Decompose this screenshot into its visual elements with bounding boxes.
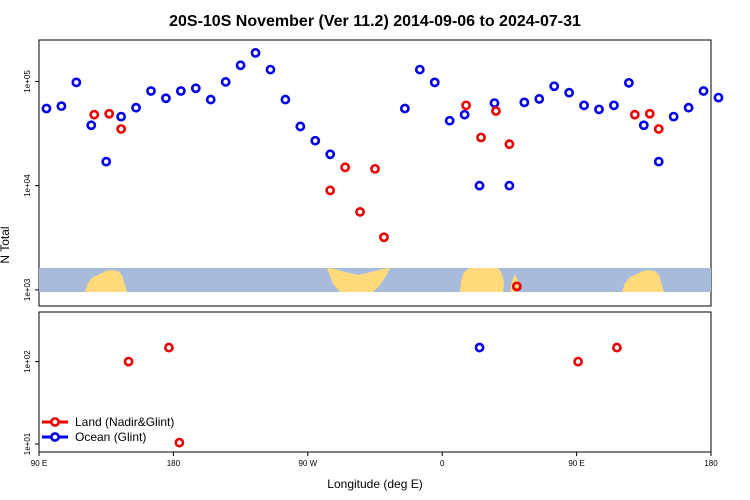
data-point [89,109,100,120]
data-point [131,102,141,113]
data-point [310,135,321,146]
points-lower [123,342,622,448]
x-tick-label: 180 [167,459,181,468]
data-point [594,104,604,115]
y-tick-label: 1e+03 [23,278,32,301]
x-tick-label: 90 E [31,459,47,468]
data-point [653,124,664,134]
data-point [101,156,112,167]
data-point [461,100,471,111]
data-point [429,77,440,88]
data-point [370,163,380,174]
data-point [474,180,485,191]
data-point [698,86,709,96]
x-tick-label: 90 E [568,459,584,468]
data-point [190,83,201,94]
data-point [638,120,649,131]
chart-title: 20S-10S November (Ver 11.2) 2014-09-06 t… [169,13,581,30]
data-point [174,437,185,448]
data-point [474,342,485,353]
data-point [280,94,291,105]
legend-label: Land (Nadir&Glint) [75,415,174,429]
map-land [85,268,664,292]
data-point [511,281,522,292]
data-point [116,111,127,122]
data-point [444,115,455,126]
data-point [534,94,545,104]
y-tick-label: 1e+04 [23,174,32,197]
data-point [220,77,231,87]
data-point [713,92,724,103]
upper-plot-frame [38,39,712,307]
data-point [623,77,634,88]
data-point [668,111,679,122]
data-point [71,77,82,88]
legend-marker [50,432,60,442]
legend: Land (Nadir&Glint)Ocean (Glint) [42,415,174,444]
data-point [579,100,589,111]
data-point [116,124,127,134]
data-point [653,156,664,167]
data-point [56,101,67,112]
x-tick-label: 180 [704,459,718,468]
data-point [86,120,97,131]
y-ticks-lower: 1e+01 1e+02 [23,350,39,455]
map-strip [39,268,711,292]
data-point [379,232,389,243]
lower-panel [38,311,712,453]
data-point [564,87,575,98]
points-upper [41,47,724,292]
land-shape [327,268,390,292]
data-point [549,81,560,92]
x-ticks: 90 E 180 90 W 0 90 E 180 [31,452,718,468]
land-shape [85,270,127,292]
land-shape [460,268,504,292]
data-point [573,356,583,367]
data-point [104,108,115,119]
y-tick-label: 1e+02 [23,350,32,373]
data-point [164,342,174,353]
data-point [644,108,655,119]
x-tick-label: 90 W [298,459,317,468]
data-point [504,180,515,191]
data-point [683,102,694,113]
lower-plot-frame [38,311,712,453]
data-point [250,47,261,58]
data-point [175,86,186,96]
land-shape [622,270,664,292]
data-point [325,149,336,160]
data-point [609,100,619,111]
data-point [629,109,640,120]
data-point [399,103,410,114]
data-point [355,207,365,217]
data-point [476,132,486,143]
data-point [146,86,156,96]
data-point [504,139,515,150]
data-point [459,109,470,120]
data-point [235,60,246,71]
data-point [265,64,276,75]
x-tick-label: 0 [440,459,445,468]
data-point [161,93,171,104]
data-point [123,356,134,367]
y-axis-label: N Total [0,226,12,263]
data-point [612,342,622,353]
y-ticks-upper: 1e+03 1e+04 1e+05 [23,70,39,301]
data-point [340,162,351,173]
data-point [41,103,52,114]
data-point [489,98,500,108]
x-axis-label: Longitude (deg E) [327,477,422,491]
data-point [414,64,425,75]
data-point [205,94,216,105]
data-point [295,121,306,132]
y-tick-label: 1e+01 [23,432,32,455]
y-tick-label: 1e+05 [23,70,32,93]
data-point [519,97,530,108]
upper-panel [38,39,712,307]
data-point [325,185,336,196]
legend-label: Ocean (Glint) [75,430,146,444]
legend-marker [50,417,60,427]
data-point [491,106,501,116]
